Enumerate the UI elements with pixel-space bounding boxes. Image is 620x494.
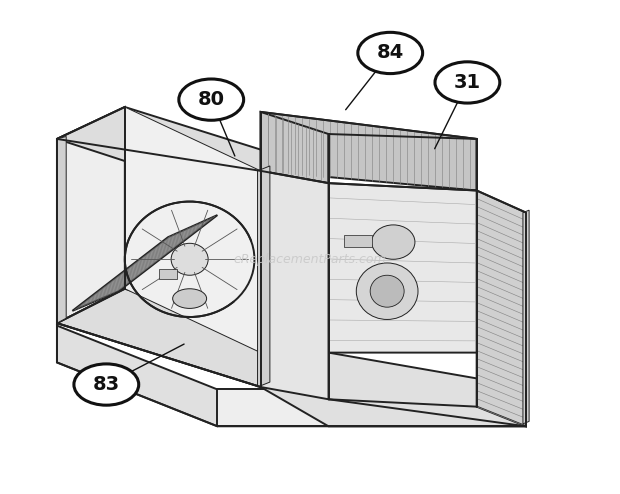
Polygon shape bbox=[57, 326, 526, 426]
Polygon shape bbox=[329, 183, 477, 353]
Polygon shape bbox=[477, 191, 526, 426]
Text: 83: 83 bbox=[93, 375, 120, 394]
Ellipse shape bbox=[179, 79, 244, 120]
Polygon shape bbox=[257, 166, 270, 387]
Ellipse shape bbox=[372, 225, 415, 259]
Polygon shape bbox=[260, 353, 526, 426]
Ellipse shape bbox=[74, 364, 139, 405]
Polygon shape bbox=[523, 210, 529, 424]
Polygon shape bbox=[260, 183, 329, 387]
Text: eReplacementParts.com: eReplacementParts.com bbox=[234, 253, 386, 266]
Polygon shape bbox=[344, 235, 372, 247]
Text: 80: 80 bbox=[198, 90, 224, 109]
Ellipse shape bbox=[356, 263, 418, 320]
Polygon shape bbox=[57, 289, 329, 387]
Polygon shape bbox=[260, 112, 477, 191]
Ellipse shape bbox=[435, 62, 500, 103]
Polygon shape bbox=[57, 107, 125, 323]
Polygon shape bbox=[260, 112, 329, 183]
Polygon shape bbox=[125, 107, 260, 353]
Ellipse shape bbox=[172, 289, 206, 308]
Polygon shape bbox=[159, 269, 177, 279]
Polygon shape bbox=[57, 136, 66, 323]
Ellipse shape bbox=[370, 275, 404, 307]
Polygon shape bbox=[218, 389, 526, 426]
Polygon shape bbox=[57, 107, 329, 205]
Text: 31: 31 bbox=[454, 73, 481, 92]
Polygon shape bbox=[73, 215, 218, 311]
Text: 84: 84 bbox=[376, 43, 404, 62]
Ellipse shape bbox=[171, 244, 208, 275]
Ellipse shape bbox=[358, 32, 423, 74]
Polygon shape bbox=[260, 171, 329, 399]
